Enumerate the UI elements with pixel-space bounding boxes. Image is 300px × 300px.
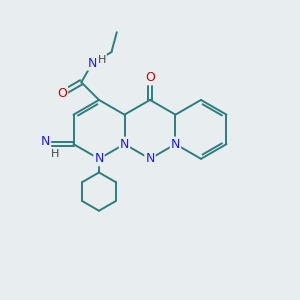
Text: N: N xyxy=(145,152,155,165)
Text: O: O xyxy=(57,87,67,100)
Text: N: N xyxy=(41,135,50,148)
Text: H: H xyxy=(98,55,106,64)
Text: H: H xyxy=(51,148,59,158)
Text: N: N xyxy=(171,138,180,151)
Text: O: O xyxy=(145,71,155,84)
Text: N: N xyxy=(94,152,104,165)
Text: N: N xyxy=(88,57,97,70)
Text: N: N xyxy=(120,138,129,151)
